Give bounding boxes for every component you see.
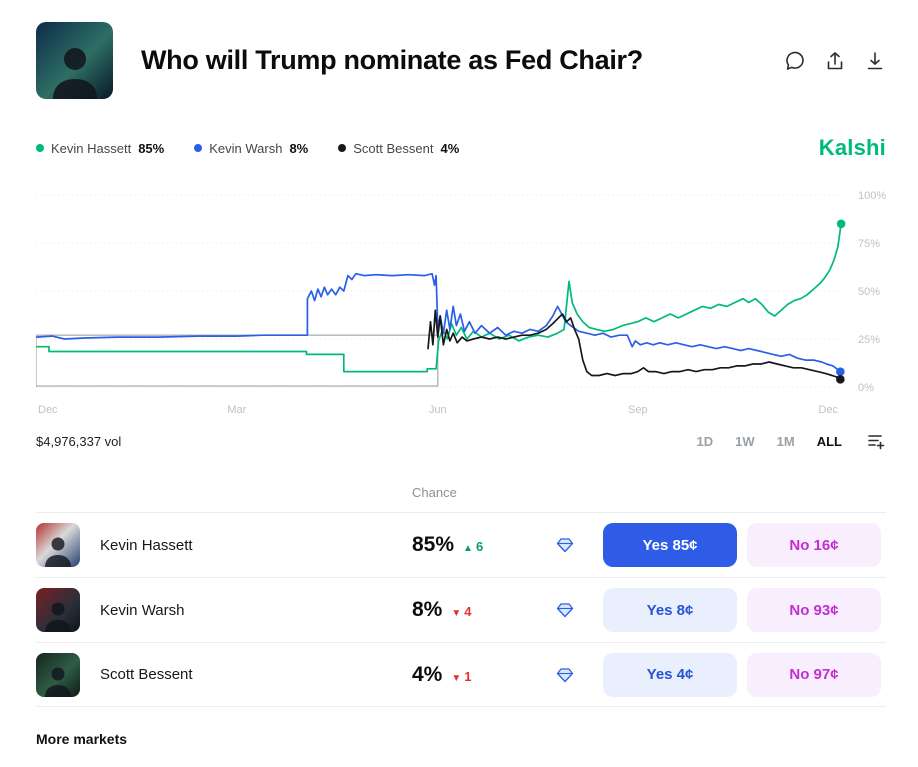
no-button[interactable]: No 97¢ (747, 652, 881, 697)
svg-text:Dec: Dec (38, 404, 58, 416)
legend-dot (338, 144, 347, 152)
more-markets-link[interactable]: More markets (36, 731, 128, 747)
chance-delta: ▼ 1 (451, 668, 472, 684)
legend-value: 85% (138, 140, 165, 156)
svg-text:100%: 100% (858, 190, 886, 202)
comment-icon[interactable] (784, 50, 806, 72)
yes-button[interactable]: Yes 4¢ (603, 652, 737, 697)
legend-value: 8% (289, 140, 309, 156)
legend-value: 4% (440, 140, 460, 156)
legend-name: Kevin Warsh (209, 140, 283, 156)
header: Who will Trump nominate as Fed Chair? (36, 22, 886, 99)
outcome-name: Kevin Warsh (100, 601, 185, 619)
svg-text:25%: 25% (858, 334, 880, 346)
compare-markets-icon[interactable] (866, 431, 886, 451)
gem-icon (556, 603, 574, 618)
chance-cell: 85% ▲ 6 (342, 533, 532, 557)
download-icon[interactable] (864, 50, 886, 72)
gem-icon (556, 667, 574, 682)
svg-text:Sep: Sep (628, 404, 648, 416)
range-1d[interactable]: 1D (696, 433, 714, 449)
svg-text:50%: 50% (858, 286, 880, 298)
chance-value: 85% (412, 533, 455, 556)
legend-dot (194, 144, 203, 152)
market-row: Kevin Hassett 85% ▲ 6 Yes 85¢ No 16¢ (36, 512, 886, 577)
legend-item-bessent[interactable]: Scott Bessent 4% (338, 141, 459, 156)
avatar-scott-bessent (36, 652, 80, 697)
market-page: Who will Trump nominate as Fed Chair? Ke… (36, 22, 886, 747)
delta-arrow-icon: ▲ (463, 543, 473, 554)
market-image (36, 22, 113, 99)
avatar-kevin-warsh (36, 588, 80, 632)
gem-cell (532, 601, 598, 619)
price-chart[interactable]: 100% 75% 50% 25% 0% Dec Mar Jun Sep Dec (36, 187, 886, 419)
time-range-selector: 1D 1W 1M ALL (697, 431, 886, 451)
outcome-name: Kevin Hassett (100, 536, 193, 554)
market-row: Scott Bessent 4% ▼ 1 Yes 4¢ No 97¢ (36, 642, 886, 707)
legend-dot (36, 144, 44, 152)
legend-item-warsh[interactable]: Kevin Warsh 8% (194, 141, 308, 156)
gem-icon (556, 538, 574, 553)
chance-cell: 4% ▼ 1 (342, 663, 532, 687)
svg-text:75%: 75% (858, 238, 880, 250)
legend-item-hassett[interactable]: Kevin Hassett 85% (36, 141, 164, 156)
legend-name: Scott Bessent (353, 140, 434, 156)
chance-cell: 8% ▼ 4 (342, 598, 532, 622)
person-silhouette (52, 48, 97, 99)
outcomes-table: Chance Kevin Hassett 85% ▲ 6 Yes 85¢ No 1… (36, 485, 886, 707)
no-button[interactable]: No 16¢ (747, 523, 881, 567)
kalshi-logo[interactable]: Kalshi (818, 135, 886, 160)
gem-cell (532, 536, 598, 554)
volume-row: $4,976,337 vol 1D 1W 1M ALL (36, 431, 886, 451)
svg-text:0%: 0% (858, 382, 874, 394)
volume-label: $4,976,337 vol (36, 433, 122, 449)
delta-arrow-icon: ▼ (451, 608, 462, 619)
legend-name: Kevin Hassett (51, 140, 132, 156)
header-actions (784, 50, 886, 72)
chance-delta: ▼ 4 (451, 604, 472, 619)
gem-cell (532, 666, 598, 684)
yes-button[interactable]: Yes 85¢ (603, 523, 737, 567)
svg-text:Jun: Jun (429, 404, 447, 416)
chance-delta: ▲ 6 (463, 539, 484, 554)
market-row: Kevin Warsh 8% ▼ 4 Yes 8¢ No 93¢ (36, 577, 886, 642)
range-all[interactable]: ALL (816, 433, 842, 449)
chance-value: 8% (412, 598, 443, 621)
page-title: Who will Trump nominate as Fed Chair? (141, 45, 643, 75)
no-button[interactable]: No 93¢ (747, 588, 881, 632)
avatar-kevin-hassett (36, 523, 80, 567)
yes-button[interactable]: Yes 8¢ (603, 588, 737, 632)
chance-column-header: Chance (412, 485, 457, 500)
outcome-name: Scott Bessent (100, 666, 193, 683)
range-1m[interactable]: 1M (776, 433, 795, 449)
svg-text:Mar: Mar (227, 404, 246, 416)
table-header: Chance (36, 485, 886, 512)
share-icon[interactable] (824, 50, 846, 72)
svg-text:Dec: Dec (818, 404, 838, 416)
range-1w[interactable]: 1W (735, 433, 755, 449)
delta-arrow-icon: ▼ (451, 672, 462, 684)
chart-legend: Kevin Hassett 85% Kevin Warsh 8% Scott B… (36, 135, 886, 161)
chance-value: 4% (412, 662, 443, 686)
